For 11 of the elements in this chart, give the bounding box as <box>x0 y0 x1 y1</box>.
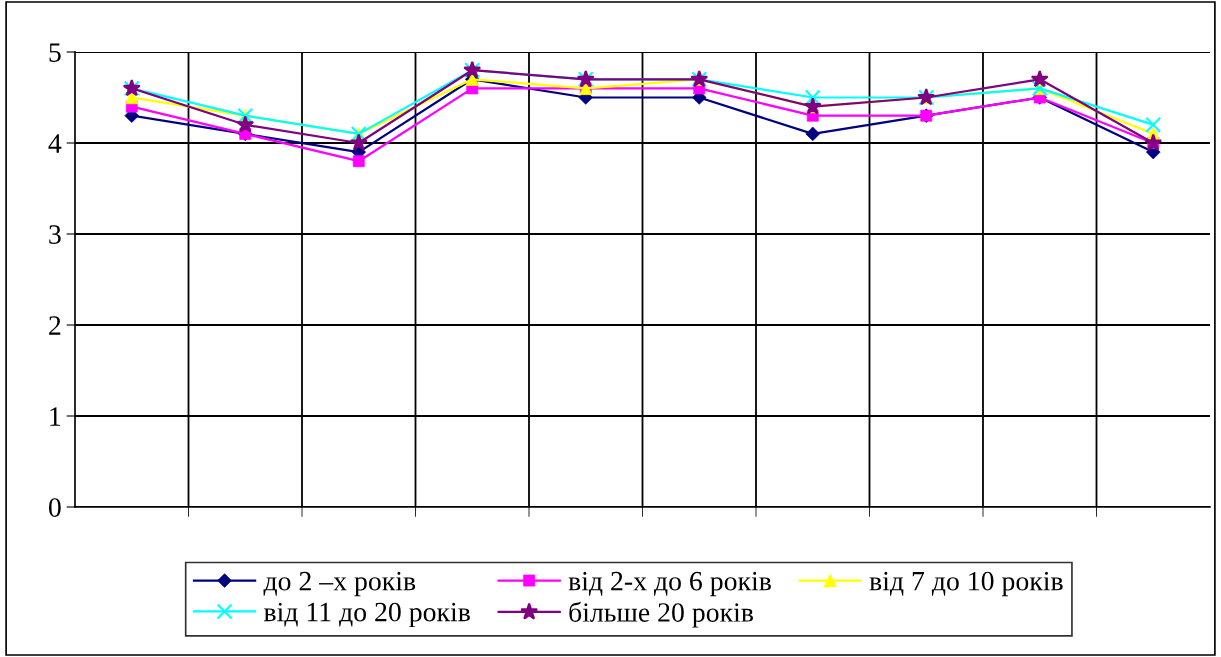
legend-label: від 7 до 10 років <box>869 571 1063 597</box>
y-tick-label: 0 <box>48 498 61 517</box>
legend-label: до 2 –х років <box>263 571 416 597</box>
y-tick-label: 3 <box>49 225 61 244</box>
y-tick-label: 5 <box>49 43 61 62</box>
y-tick-label: 1 <box>50 407 61 426</box>
legend-label: від 11 до 20 років <box>263 602 470 628</box>
legend-label: більше 20 років <box>569 601 753 628</box>
legend-label: від 2-х до 6 років <box>568 571 771 597</box>
y-tick-label: 4 <box>48 134 62 153</box>
y-tick-label: 2 <box>49 316 61 335</box>
